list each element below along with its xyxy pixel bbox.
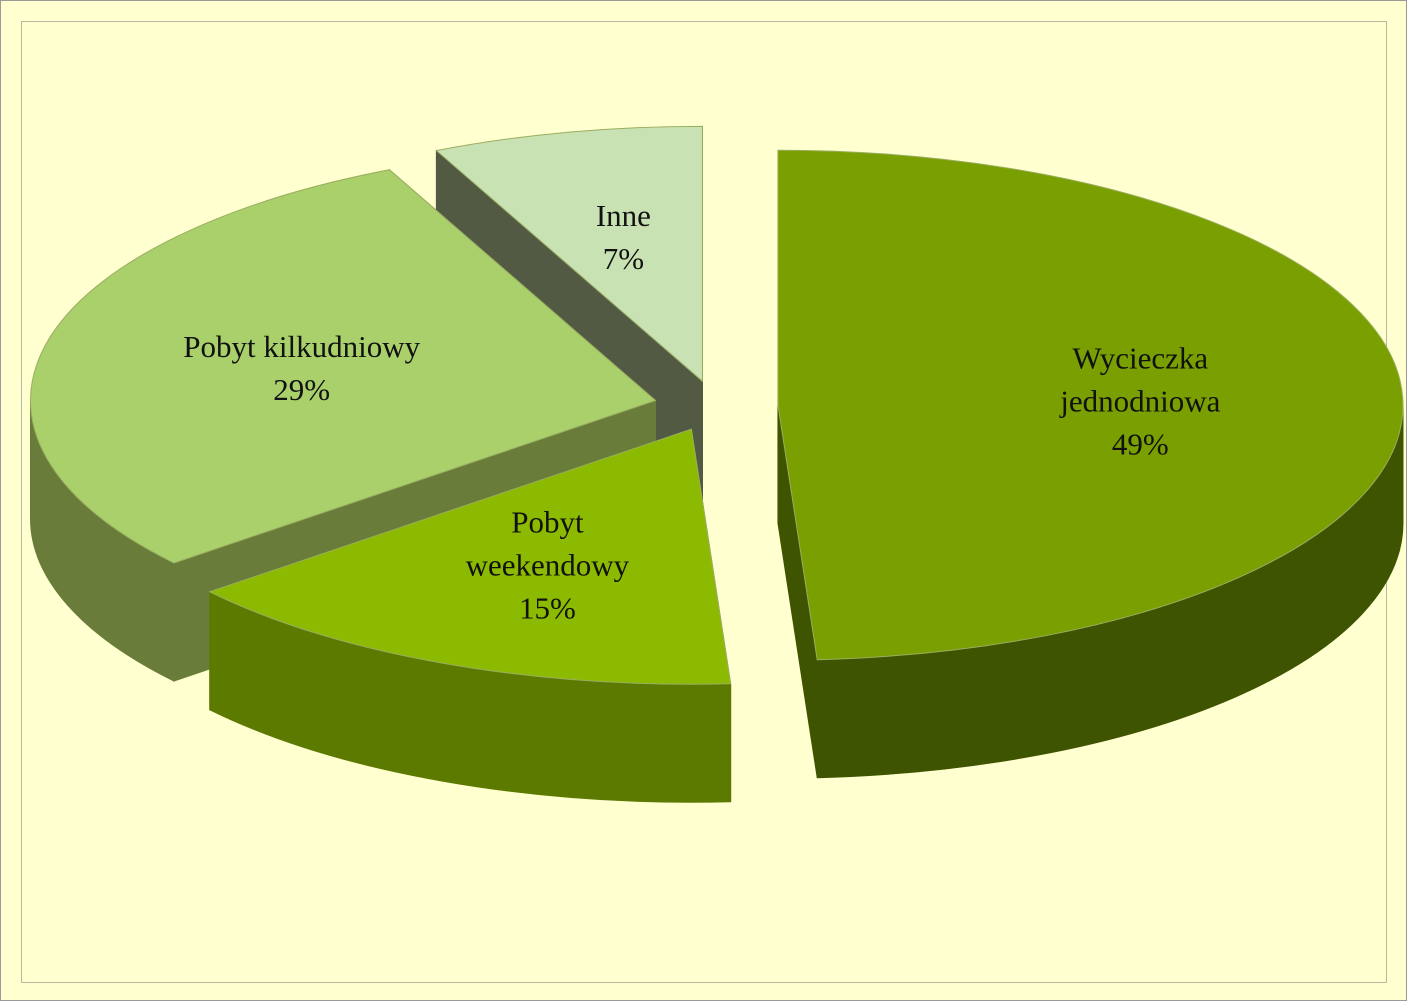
value-label: 29%: [273, 372, 331, 408]
value-label: 15%: [518, 590, 576, 626]
category-label: Inne: [595, 197, 651, 233]
category-label: Pobyt kilkudniowy: [183, 329, 421, 365]
category-label: Wycieczka jednodniowa: [1060, 340, 1221, 419]
slice: [777, 149, 1404, 661]
value-label: 49%: [1111, 426, 1169, 462]
data-label: Pobyt weekendowy 15%: [427, 500, 667, 629]
data-label: Inne 7%: [503, 194, 743, 280]
category-label: Pobyt weekendowy: [465, 504, 630, 583]
slice: [208, 428, 732, 685]
slice: [29, 169, 657, 564]
data-label: Pobyt kilkudniowy 29%: [182, 325, 422, 411]
slice: [435, 125, 703, 383]
value-label: 7%: [602, 240, 645, 276]
data-label: Wycieczka jednodniowa 49%: [1020, 336, 1260, 465]
